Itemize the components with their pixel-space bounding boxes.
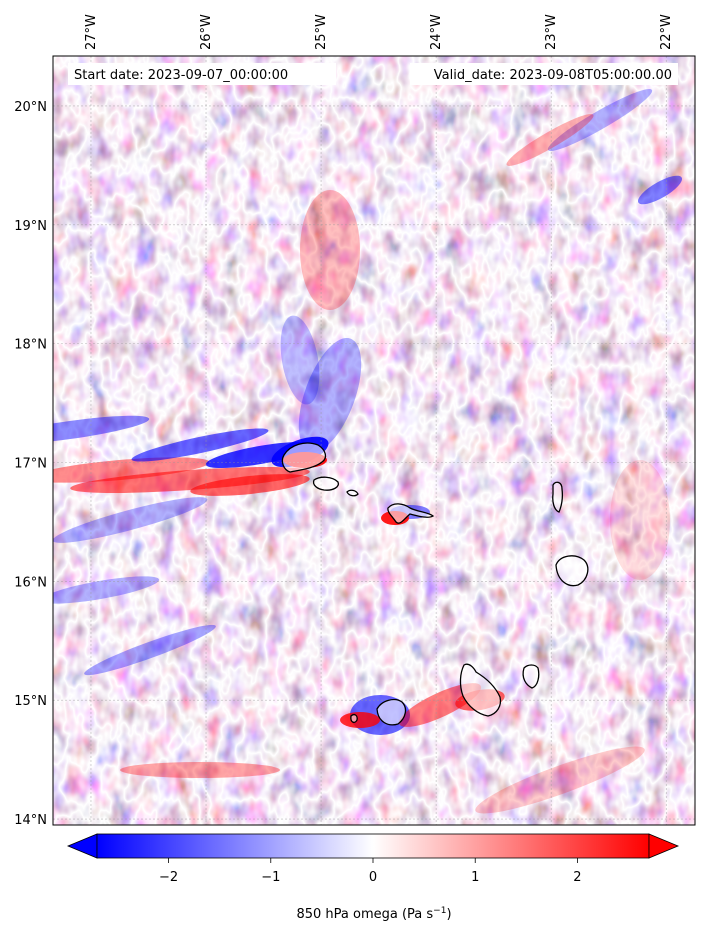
- lat-label: 20°N: [14, 100, 47, 115]
- lat-label: 17°N: [14, 456, 47, 471]
- start-date-label: Start date: 2023-09-07_00:00:00: [74, 68, 288, 83]
- omega-anomaly-20: [506, 114, 594, 166]
- island-outline-brava: [350, 713, 358, 723]
- lat-label: 16°N: [14, 575, 47, 590]
- colorbar-label: 850 hPa omega (Pa s−1): [296, 906, 451, 922]
- omega-anomaly-13: [340, 712, 380, 728]
- island-coastlines: [281, 442, 589, 726]
- island-outline-sal: [552, 481, 564, 513]
- omega-anomaly-22: [475, 746, 645, 814]
- omega-anomaly-16: [53, 576, 160, 604]
- lon-label: 25°W: [314, 14, 329, 50]
- colorbar-tick-label: −1: [261, 870, 280, 885]
- omega-anomaly-8: [298, 337, 362, 453]
- island-outline-santiago: [459, 663, 502, 717]
- island-outline-santo-ant-o: [281, 442, 327, 473]
- island-outline-s-o-nicolau: [387, 503, 435, 524]
- map-gridlines: [53, 56, 695, 825]
- lon-label: 27°W: [84, 14, 99, 50]
- omega-anomaly-9: [280, 315, 320, 405]
- island-outline-santa-luzia: [346, 489, 359, 497]
- omega-anomaly-0: [53, 415, 150, 445]
- colorbar-extend-max: [648, 833, 680, 859]
- annotation-box-left: [68, 63, 336, 85]
- colorbar-tick-label: 0: [369, 870, 377, 885]
- omega-anomaly-21: [53, 497, 208, 543]
- omega-anomaly-19: [637, 175, 683, 205]
- colorbar-tick-label: −2: [159, 870, 178, 885]
- colorbar-tick-label: 1: [471, 870, 479, 885]
- omega-anomaly-12: [398, 683, 482, 727]
- omega-map: Start date: 2023-09-07_00:00:00 Valid_da…: [14, 14, 696, 828]
- island-outline-maio: [522, 664, 540, 689]
- omega-anomalies: [53, 89, 683, 814]
- lat-label: 15°N: [14, 694, 47, 709]
- lon-label: 26°W: [199, 14, 214, 50]
- map-frame: [52, 55, 696, 826]
- lat-label: 19°N: [14, 219, 47, 234]
- latitude-labels: 20°N 19°N 18°N 17°N 16°N 15°N 14°N: [14, 100, 47, 828]
- island-outline-s-o-vicente: [312, 476, 339, 491]
- omega-anomaly-5: [70, 466, 310, 494]
- annotation-box-right: [410, 63, 678, 85]
- lat-label: 18°N: [14, 338, 47, 353]
- island-outline-fogo: [376, 698, 407, 726]
- colorbar-tick-label: 2: [573, 870, 581, 885]
- omega-anomaly-1: [53, 457, 210, 483]
- colorbar: −2 −1 0 1 2 850 hPa omega (Pa s−1): [66, 833, 680, 922]
- lon-label: 24°W: [429, 14, 444, 50]
- lat-label: 14°N: [14, 813, 47, 828]
- colorbar-extend-min: [66, 833, 98, 859]
- omega-anomaly-18: [547, 89, 653, 151]
- colorbar-ticks: −2 −1 0 1 2: [159, 858, 582, 885]
- lon-label: 22°W: [659, 14, 674, 50]
- omega-anomaly-10: [300, 190, 360, 310]
- colorbar-body: [96, 833, 650, 859]
- omega-anomaly-23: [610, 460, 670, 580]
- omega-anomaly-2: [131, 428, 269, 462]
- omega-anomaly-6: [190, 474, 310, 496]
- lon-label: 23°W: [544, 14, 559, 50]
- island-outline-boa-vista: [555, 555, 589, 587]
- longitude-labels: 27°W 26°W 25°W 24°W 23°W 22°W: [84, 14, 674, 50]
- omega-anomaly-17: [120, 762, 280, 778]
- omega-anomaly-15: [84, 624, 216, 676]
- valid-date-label: Valid_date: 2023-09-08T05:00:00.00: [434, 68, 672, 83]
